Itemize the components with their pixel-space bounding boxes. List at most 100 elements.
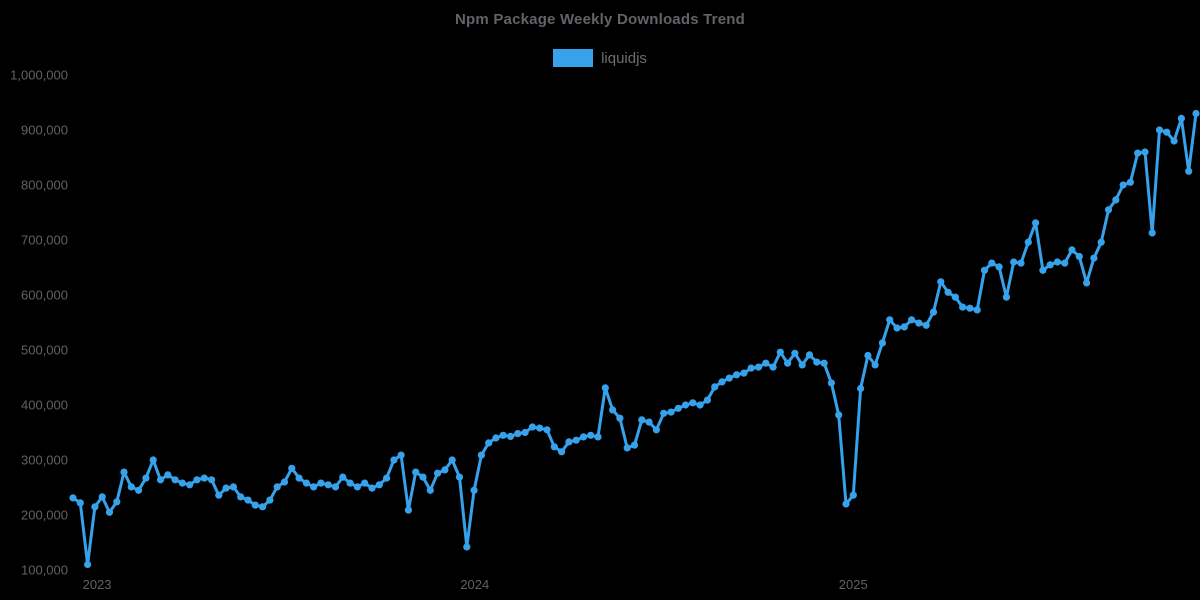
data-point[interactable] — [361, 479, 369, 487]
data-point[interactable] — [638, 416, 646, 424]
data-point[interactable] — [200, 474, 208, 482]
data-point[interactable] — [419, 473, 427, 481]
data-point[interactable] — [900, 323, 908, 331]
data-point[interactable] — [922, 321, 930, 329]
data-point[interactable] — [733, 371, 741, 379]
data-point[interactable] — [164, 471, 172, 479]
data-point[interactable] — [251, 501, 259, 509]
data-point[interactable] — [288, 464, 296, 472]
data-point[interactable] — [718, 378, 726, 386]
data-point[interactable] — [871, 361, 879, 369]
data-point[interactable] — [908, 316, 916, 324]
data-point[interactable] — [259, 503, 267, 511]
data-point[interactable] — [1155, 126, 1164, 134]
data-point[interactable] — [1170, 137, 1178, 145]
data-point[interactable] — [660, 409, 668, 417]
data-point[interactable] — [426, 486, 434, 494]
data-point[interactable] — [84, 560, 92, 569]
data-point[interactable] — [215, 491, 223, 499]
data-point[interactable] — [1010, 258, 1018, 266]
data-point[interactable] — [594, 433, 602, 441]
data-point[interactable] — [1053, 258, 1061, 266]
data-point[interactable] — [565, 438, 573, 446]
data-point[interactable] — [244, 496, 252, 504]
data-point[interactable] — [178, 479, 186, 487]
data-point[interactable] — [878, 339, 887, 347]
data-point[interactable] — [674, 404, 682, 412]
data-point[interactable] — [208, 476, 216, 484]
data-point[interactable] — [623, 444, 631, 452]
data-point[interactable] — [1177, 114, 1185, 122]
data-point[interactable] — [142, 474, 150, 482]
data-point[interactable] — [375, 481, 383, 489]
data-point[interactable] — [572, 436, 580, 444]
data-point[interactable] — [383, 474, 391, 482]
data-point[interactable] — [310, 483, 318, 491]
data-point[interactable] — [762, 359, 770, 367]
data-point[interactable] — [485, 439, 493, 447]
data-point[interactable] — [91, 503, 99, 511]
data-point[interactable] — [784, 359, 792, 367]
data-point[interactable] — [966, 304, 974, 312]
data-point[interactable] — [1024, 238, 1032, 246]
data-point[interactable] — [368, 484, 376, 492]
data-point[interactable] — [609, 406, 617, 414]
data-point[interactable] — [528, 423, 537, 431]
data-point[interactable] — [813, 358, 821, 366]
data-point[interactable] — [740, 369, 748, 377]
data-point[interactable] — [273, 483, 281, 491]
data-point[interactable] — [630, 441, 639, 449]
data-point[interactable] — [951, 293, 960, 301]
data-point[interactable] — [944, 288, 952, 296]
data-point[interactable] — [849, 491, 857, 499]
data-point[interactable] — [229, 483, 237, 491]
data-point[interactable] — [1104, 206, 1113, 214]
data-point[interactable] — [390, 456, 398, 464]
data-point[interactable] — [616, 414, 624, 422]
data-point[interactable] — [959, 303, 967, 311]
data-point[interactable] — [696, 401, 704, 409]
data-point[interactable] — [1017, 259, 1025, 267]
data-point[interactable] — [1039, 266, 1047, 274]
data-point[interactable] — [324, 481, 332, 489]
data-point[interactable] — [1068, 246, 1076, 254]
data-point[interactable] — [886, 316, 894, 324]
data-point[interactable] — [558, 448, 566, 456]
data-point[interactable] — [754, 363, 763, 371]
data-point[interactable] — [113, 498, 121, 506]
data-point[interactable] — [988, 259, 996, 267]
data-point[interactable] — [280, 478, 289, 486]
data-point[interactable] — [769, 363, 777, 371]
data-point[interactable] — [1090, 254, 1098, 262]
data-point[interactable] — [156, 476, 165, 484]
data-point[interactable] — [973, 306, 981, 314]
data-point[interactable] — [412, 468, 420, 476]
data-point[interactable] — [835, 411, 843, 419]
data-point[interactable] — [587, 431, 595, 439]
data-point[interactable] — [193, 476, 201, 484]
data-point[interactable] — [69, 494, 77, 502]
data-point[interactable] — [864, 351, 872, 360]
data-point[interactable] — [514, 430, 522, 438]
data-point[interactable] — [842, 500, 850, 508]
data-point[interactable] — [448, 456, 456, 464]
data-point[interactable] — [667, 408, 675, 416]
data-point[interactable] — [543, 426, 551, 434]
data-point[interactable] — [127, 483, 135, 491]
data-point[interactable] — [711, 383, 719, 391]
data-point[interactable] — [1002, 293, 1011, 301]
data-point[interactable] — [266, 496, 274, 504]
data-point[interactable] — [703, 396, 712, 404]
data-point[interactable] — [601, 384, 609, 392]
data-point[interactable] — [937, 278, 945, 286]
data-point[interactable] — [1141, 148, 1149, 156]
data-point[interactable] — [404, 506, 412, 514]
data-point[interactable] — [798, 361, 806, 369]
data-point[interactable] — [302, 479, 310, 487]
data-point[interactable] — [477, 451, 485, 459]
data-point[interactable] — [1097, 238, 1105, 246]
data-point[interactable] — [105, 508, 114, 516]
data-point[interactable] — [929, 308, 938, 316]
data-point[interactable] — [1126, 178, 1134, 186]
